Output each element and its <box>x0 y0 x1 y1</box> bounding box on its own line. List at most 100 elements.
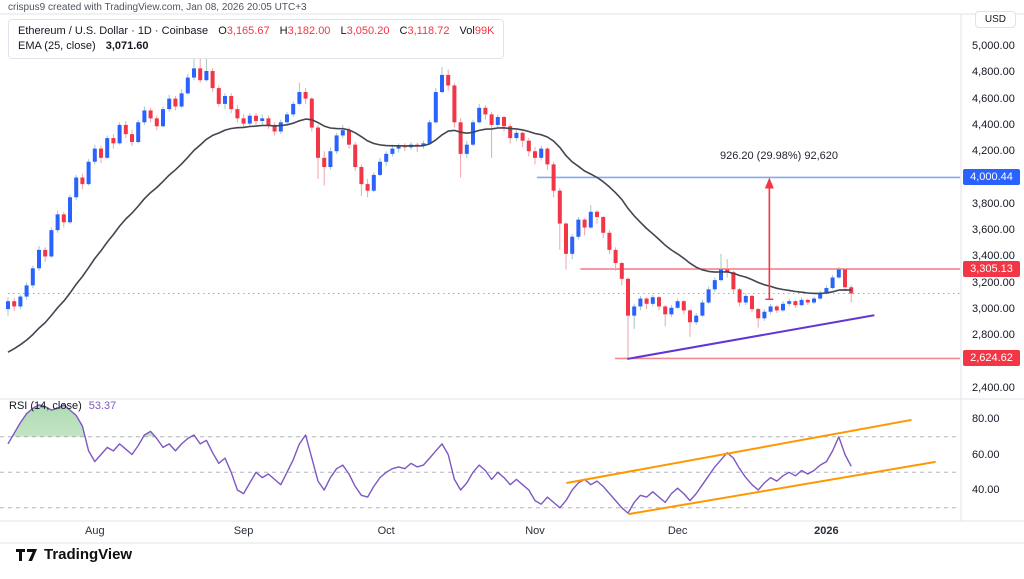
candle-body <box>781 303 785 311</box>
candle-body <box>334 135 339 152</box>
candle-body <box>18 296 23 307</box>
candle-body <box>347 130 351 145</box>
low-label: L <box>340 25 347 37</box>
time-tick-label: Aug <box>85 525 105 537</box>
candle-body <box>477 107 482 123</box>
candle-body <box>799 299 804 306</box>
candle-body <box>272 124 277 132</box>
candle-body <box>830 277 835 289</box>
volume-label: Vol <box>459 25 475 37</box>
rsi-tick-label: 40.00 <box>972 484 1000 496</box>
time-tick-label: 2026 <box>814 525 839 537</box>
candle-body <box>123 124 128 135</box>
candle-body <box>365 184 370 191</box>
candle-body <box>805 299 810 303</box>
rsi-line <box>7 404 852 514</box>
candle-body <box>557 190 562 224</box>
candle-body <box>613 249 618 264</box>
candle-body <box>223 95 227 104</box>
symbol-title: Ethereum / U.S. Dollar · 1D · Coinbase <box>18 25 209 37</box>
candle-body <box>576 219 581 237</box>
candle-body <box>688 310 692 323</box>
price-tick-label: 3,000.00 <box>972 303 1015 316</box>
candle-body <box>229 95 234 110</box>
rsi-label: RSI (14, close) <box>9 400 82 412</box>
rsi-legend[interactable]: RSI (14, close) 53.37 <box>9 400 116 412</box>
candle-body <box>37 249 41 269</box>
candle-body <box>551 164 556 191</box>
candle-body <box>607 232 612 250</box>
candle-body <box>328 151 333 168</box>
price-tick-label: 4,800.00 <box>972 66 1015 79</box>
candle-body <box>533 151 537 158</box>
ema-line <box>7 118 852 353</box>
candle-body <box>774 306 779 311</box>
candle-body <box>650 297 655 304</box>
symbol-legend[interactable]: Ethereum / U.S. Dollar · 1D · Coinbase O… <box>8 19 505 59</box>
candle-body <box>353 144 358 168</box>
candle-body <box>737 289 742 303</box>
candle-body <box>706 289 711 303</box>
candle-body <box>247 115 252 124</box>
candle-body <box>539 148 544 158</box>
candle-body <box>378 161 382 175</box>
candle-body <box>167 98 172 110</box>
tradingview-logo[interactable]: TradingView <box>16 546 132 563</box>
volume-value: 99K <box>474 25 495 37</box>
candle-body <box>204 70 209 81</box>
candle-body <box>836 269 841 278</box>
candle-body <box>12 301 17 307</box>
tradingview-logo-icon <box>16 547 38 563</box>
candle-body <box>489 114 494 125</box>
candle-body <box>768 306 773 312</box>
candle-body <box>849 287 854 294</box>
candle-body <box>148 110 153 119</box>
candle-body <box>235 109 240 119</box>
rsi-channel-line[interactable] <box>566 419 912 484</box>
candle-body <box>254 115 258 121</box>
candle-body <box>564 223 568 254</box>
candle-body <box>192 68 196 78</box>
candle-body <box>762 311 767 319</box>
time-axis[interactable]: Aug Sep Oct Nov Dec 2026 <box>0 521 1024 543</box>
candle-body <box>136 122 141 143</box>
candle-body <box>309 98 314 128</box>
ema-legend-row: EMA (25, close) 3,071.60 <box>18 39 494 54</box>
candle-body <box>464 144 469 154</box>
price-tick-label: 5,000.00 <box>972 40 1015 52</box>
candle-body <box>588 211 593 228</box>
candle-body <box>582 219 587 228</box>
candle-body <box>297 92 302 104</box>
trendline[interactable] <box>627 314 875 360</box>
candle-body <box>483 107 488 115</box>
price-tick-label: 4,400.00 <box>972 118 1015 131</box>
candle-body <box>74 177 79 198</box>
open-label: O <box>218 25 227 37</box>
candle-body <box>681 301 686 311</box>
price-tick-label: 3,400.00 <box>972 250 1015 263</box>
candle-body <box>291 103 296 115</box>
candle-body <box>787 301 792 304</box>
price-line-badge: 3,305.13 <box>963 260 1020 277</box>
currency-toggle-button[interactable]: USD <box>974 11 1016 28</box>
high-value: 3,182.00 <box>287 25 331 37</box>
rsi-channel-line[interactable] <box>628 460 936 515</box>
candle-body <box>452 85 457 123</box>
candle-body <box>303 92 308 99</box>
rsi-tick-label: 60.00 <box>972 448 1000 461</box>
candle-body <box>266 118 271 125</box>
price-axis[interactable]: 5,000.00 4,800.00 4,600.00 4,400.00 4,200.00… <box>961 14 1024 543</box>
candle-body <box>812 298 816 303</box>
candle-body <box>68 197 72 223</box>
candle-body <box>340 130 345 136</box>
candle-body <box>471 122 475 145</box>
price-tick-label: 3,600.00 <box>972 224 1015 237</box>
candle-body <box>694 315 699 323</box>
candle-body <box>30 268 35 286</box>
candle-body <box>644 298 649 304</box>
price-tick-label: 4,200.00 <box>972 145 1015 158</box>
candle-body <box>80 177 85 185</box>
rsi-value: 53.37 <box>88 400 117 412</box>
price-line-badge: 2,624.62 <box>963 350 1020 367</box>
